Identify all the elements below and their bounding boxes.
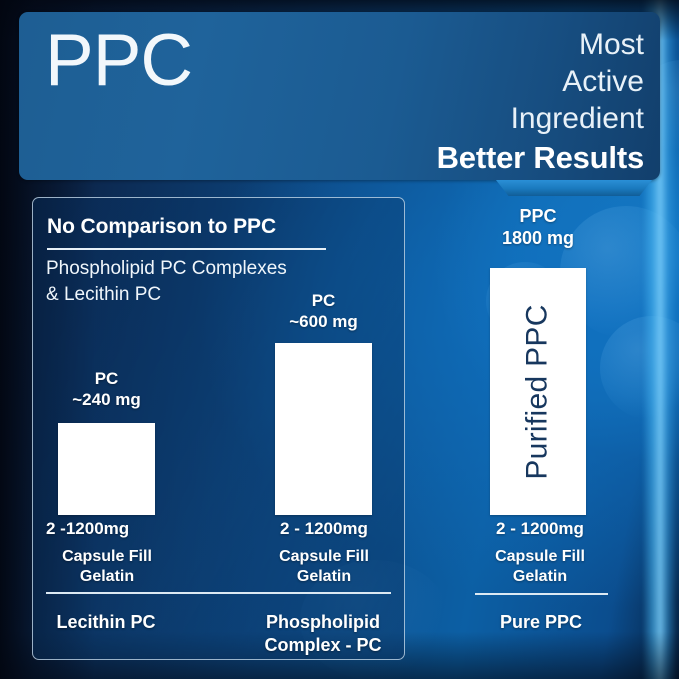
- tagline-line-2: Active: [562, 65, 644, 99]
- bar-caption-phospholipid: PC ~600 mg: [261, 291, 386, 332]
- footer-divider-right: [475, 593, 608, 595]
- header-banner: PPC Most Active Ingredient Better Result…: [19, 12, 660, 180]
- tagline-bold: Better Results: [436, 139, 645, 175]
- bar-phospholipid-complex-pc: [275, 343, 372, 515]
- tagline-line-1: Most: [578, 28, 644, 61]
- column-footer-pure-ppc: 2 - 1200mg Capsule Fill Gelatin: [470, 518, 610, 587]
- column-name-pure-ppc: Pure PPC: [499, 612, 583, 632]
- dose-label: 2 -1200mg: [46, 519, 130, 538]
- bar-pure-ppc-inner-label: Purified PPC: [490, 268, 586, 515]
- banner-tagline: Most Active Ingredient Better Results: [436, 26, 645, 177]
- bar-caption-lecithin: PC ~240 mg: [44, 369, 169, 410]
- column-footer-phospholipid: 2 - 1200mg Capsule Fill Gelatin: [255, 518, 393, 587]
- material-label: Capsule Fill Gelatin: [62, 548, 152, 586]
- purified-ppc-text: Purified PPC: [521, 303, 554, 480]
- bar-caption-title: PC: [94, 369, 119, 388]
- bar-caption-value: 1800 mg: [501, 227, 575, 248]
- column-name-lecithin-pc: Lecithin PC: [56, 612, 156, 632]
- bar-caption-pure-ppc: PPC 1800 mg: [476, 206, 600, 250]
- panel-title-underline: [47, 248, 326, 250]
- bar-caption-title: PC: [311, 291, 336, 310]
- bar-caption-value: ~600 mg: [289, 311, 358, 331]
- bar-caption-title: PPC: [519, 206, 557, 226]
- bar-lecithin-pc: [58, 423, 155, 515]
- panel-title: No Comparison to PPC: [47, 215, 277, 238]
- dose-label: 2 - 1200mg: [496, 519, 584, 538]
- tagline-line-3: Ingredient: [510, 102, 644, 136]
- bar-pure-ppc: [490, 268, 586, 515]
- footer-divider-left: [46, 592, 391, 594]
- banner-wedge-accent: [496, 180, 652, 196]
- column-footer-lecithin: 2 -1200mg Capsule Fill Gelatin: [38, 518, 176, 587]
- panel-subtitle: Phospholipid PC Complexes & Lecithin PC: [46, 258, 287, 305]
- bar-caption-value: ~240 mg: [72, 389, 141, 409]
- material-label: Capsule Fill Gelatin: [495, 548, 585, 586]
- dose-label: 2 - 1200mg: [280, 519, 368, 538]
- column-name-phospholipid-complex-pc: Phospholipid Complex - PC: [264, 612, 382, 655]
- material-label: Capsule Fill Gelatin: [279, 548, 369, 586]
- brand-title: PPC: [45, 20, 193, 101]
